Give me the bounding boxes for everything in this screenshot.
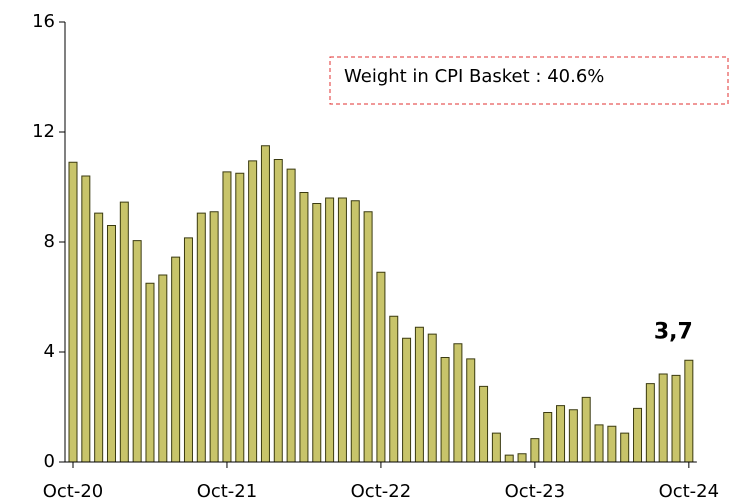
x-tick-label: Oct-23: [505, 481, 566, 502]
bar: [158, 274, 168, 463]
bar: [414, 326, 424, 463]
bar: [376, 271, 386, 463]
bar: [248, 160, 258, 463]
bar: [581, 396, 591, 463]
x-tick-label: Oct-24: [659, 481, 720, 502]
bar: [235, 172, 245, 463]
bar: [260, 145, 270, 463]
bar: [196, 212, 206, 463]
bar: [183, 237, 193, 463]
annotation-box: [329, 56, 729, 105]
bar: [402, 337, 412, 463]
data-label: 3,7: [654, 319, 693, 344]
bar: [81, 175, 91, 463]
bar: [145, 282, 155, 463]
bar: [607, 425, 617, 463]
bar: [517, 453, 527, 463]
bar: [556, 405, 566, 463]
bar: [273, 159, 283, 463]
bar: [106, 225, 116, 463]
x-tick-label: Oct-20: [43, 481, 104, 502]
bar: [671, 374, 681, 463]
bar: [132, 240, 142, 463]
bar: [171, 256, 181, 463]
bar: [286, 168, 296, 463]
bar: [594, 424, 604, 463]
bar: [491, 432, 501, 463]
bar: [68, 161, 78, 463]
bar: [119, 201, 129, 463]
bar: [479, 385, 489, 463]
y-tick-label: 16: [32, 11, 55, 32]
annotation: Weight in CPI Basket : 40.6%: [344, 66, 604, 87]
y-tick-label: 12: [32, 121, 55, 142]
y-tick-label: 0: [44, 451, 55, 472]
y-tick-label: 8: [44, 231, 55, 252]
bar: [389, 315, 399, 463]
bar: [325, 197, 335, 463]
bar: [645, 383, 655, 463]
x-tick-label: Oct-21: [197, 481, 258, 502]
bar: [658, 373, 668, 463]
bar: [299, 192, 309, 463]
bar: [94, 212, 104, 463]
bar: [466, 358, 476, 463]
bar: [209, 211, 219, 463]
bar: [312, 203, 322, 463]
bar: [530, 438, 540, 463]
bar: [568, 409, 578, 463]
bar: [222, 171, 232, 463]
bar: [453, 343, 463, 463]
bar: [440, 357, 450, 463]
bar: [684, 359, 694, 463]
bar: [620, 432, 630, 463]
bar: [543, 412, 553, 463]
bar: [350, 200, 360, 463]
bar: [427, 333, 437, 463]
y-tick-label: 4: [44, 341, 55, 362]
bar: [504, 454, 514, 463]
bar: [337, 197, 347, 463]
bar: [633, 407, 643, 463]
x-tick-label: Oct-22: [351, 481, 412, 502]
bar: [363, 211, 373, 463]
